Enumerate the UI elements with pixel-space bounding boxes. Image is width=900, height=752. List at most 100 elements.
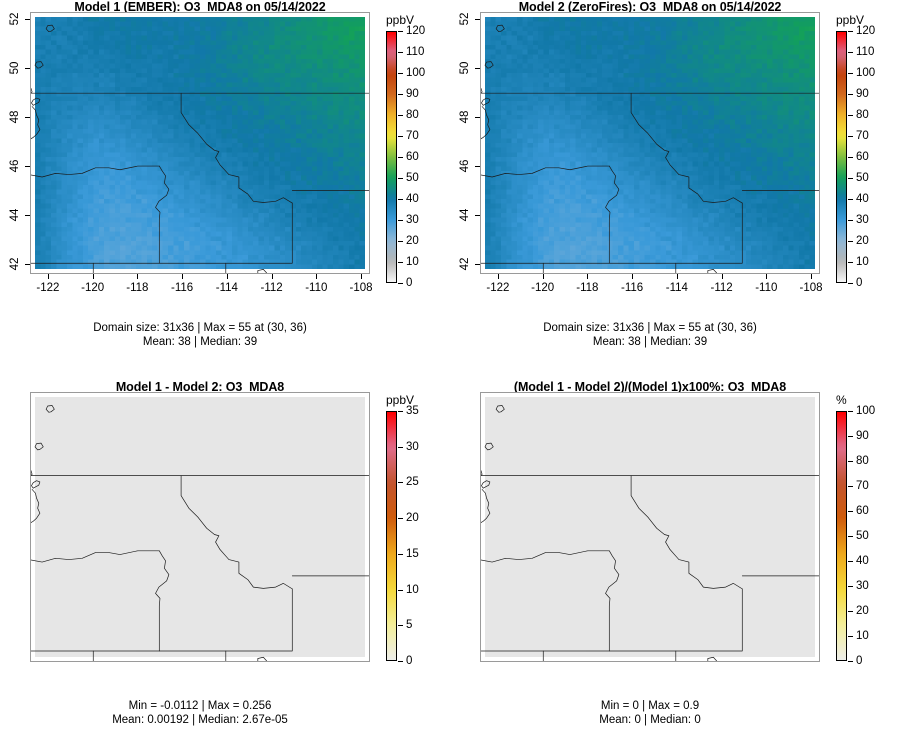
colorbar-unit-label: ppbV [386,13,415,27]
y-tick-mark [475,68,480,70]
colorbar-tick-label: 0 [856,655,863,667]
colorbar-tick [398,262,403,263]
y-tick-mark [475,215,480,217]
colorbar-gradient [836,31,847,283]
x-tick-label: -108 [799,282,823,294]
colorbar-tick [398,136,403,137]
colorbar-gradient [386,31,397,283]
colorbar-tick-label: 100 [856,67,876,79]
y-tick-label: 44 [459,208,471,222]
y-tick-mark [25,19,30,21]
y-tick-label: 46 [459,159,471,173]
x-tick-mark [676,274,678,279]
panel-title: Model 1 (EMBER): O3_MDA8 on 05/14/2022 [74,0,326,14]
x-tick-label: -122 [36,282,60,294]
statistics-line-1: Min = -0.0112 | Max = 0.256 [128,700,272,712]
uniform-zero-field [35,397,365,657]
colorbar-tick [848,436,853,437]
y-tick-mark [475,264,480,266]
colorbar-tick [398,661,403,662]
ozone-raster-canvas [485,17,815,269]
colorbar-tick-label: 50 [406,172,419,184]
colorbar-tick [398,241,403,242]
x-tick-mark [137,274,139,279]
colorbar-tick [848,461,853,462]
colorbar-tick [398,518,403,520]
colorbar-tick-label: 110 [856,46,875,58]
colorbar-tick-label: 20 [856,235,869,247]
y-tick-mark [475,19,480,21]
colorbar-tick-label: 60 [856,505,869,517]
colorbar-tick [848,611,853,612]
y-tick-label: 50 [459,61,471,75]
map-plot-difference[interactable] [30,392,370,662]
colorbar-tick-label: 100 [856,405,876,417]
colorbar-tick-label: 80 [856,109,869,121]
y-tick-mark [25,117,30,119]
colorbar-tick-label: 120 [406,25,426,37]
x-tick-mark [226,274,228,279]
x-tick-mark [587,274,589,279]
panel-title: (Model 1 - Model 2)/(Model 1)x100%: O3_M… [513,380,787,394]
colorbar-tick [398,94,403,95]
x-tick-label: -112 [260,282,283,294]
y-tick-mark [475,166,480,168]
x-tick-mark [316,274,318,279]
colorbar-tick [848,136,853,137]
x-tick-label: -110 [755,282,778,294]
colorbar-tick-label: 70 [856,130,869,142]
statistics-line-2: Mean: 38 | Median: 39 [592,335,708,348]
colorbar-tick-label: 15 [406,547,419,560]
x-tick-mark [271,274,273,279]
colorbar-tick [848,486,853,487]
map-plot-percent-difference[interactable] [480,392,820,662]
colorbar-tick [398,589,403,591]
x-tick-mark [721,274,723,279]
x-tick-label: -112 [710,282,733,294]
colorbar-tick [848,241,853,242]
colorbar-unit-label: ppbV [836,13,865,27]
colorbar-tick [848,157,853,158]
panel-title: Model 1 - Model 2: O3_MDA8 [115,380,285,394]
y-tick-label: 42 [459,257,471,271]
colorbar-tick-label: 10 [856,630,869,642]
colorbar-tick-label: 20 [406,235,419,247]
colorbar-tick-label: 30 [406,214,419,226]
colorbar-tick [398,283,403,284]
y-tick-label: 50 [9,61,21,75]
colorbar-tick-label: 70 [406,130,419,142]
colorbar-tick [398,220,403,221]
colorbar-tick [848,536,853,537]
map-plot-model1[interactable] [30,12,370,274]
x-tick-label: -118 [576,282,599,294]
colorbar-tick [398,115,403,116]
x-tick-label: -108 [349,282,373,294]
statistics-line-1: Domain size: 31x36 | Max = 55 at (30, 36… [93,322,307,334]
colorbar-tick [848,262,853,263]
colorbar-tick [398,199,403,200]
y-tick-mark [25,68,30,70]
colorbar-tick-label: 30 [406,440,419,453]
colorbar-tick [848,411,853,412]
x-tick-mark [92,274,94,279]
colorbar-tick-label: 90 [406,88,419,100]
x-tick-mark [47,274,49,279]
y-tick-mark [25,264,30,266]
colorbar-tick [848,220,853,221]
panel-statistics: Min = -0.0112 | Max = 0.256 Mean: 0.00192… [30,700,370,727]
colorbar-tick-label: 90 [856,88,869,100]
y-tick-label: 48 [459,110,471,124]
map-plot-model2[interactable] [480,12,820,274]
colorbar-tick-label: 40 [856,193,869,205]
colorbar-tick-label: 10 [856,256,869,268]
colorbar-tick [398,553,403,555]
x-tick-mark [632,274,634,279]
colorbar-tick-label: 90 [856,430,869,442]
colorbar-tick-label: 50 [856,172,869,184]
colorbar-unit-label: % [836,393,847,407]
statistics-line-1: Min = 0 | Max = 0.9 [600,700,700,712]
panel-title: Model 2 (ZeroFires): O3_MDA8 on 05/14/20… [518,0,782,14]
colorbar-tick [398,482,403,484]
raster-field [35,397,365,657]
